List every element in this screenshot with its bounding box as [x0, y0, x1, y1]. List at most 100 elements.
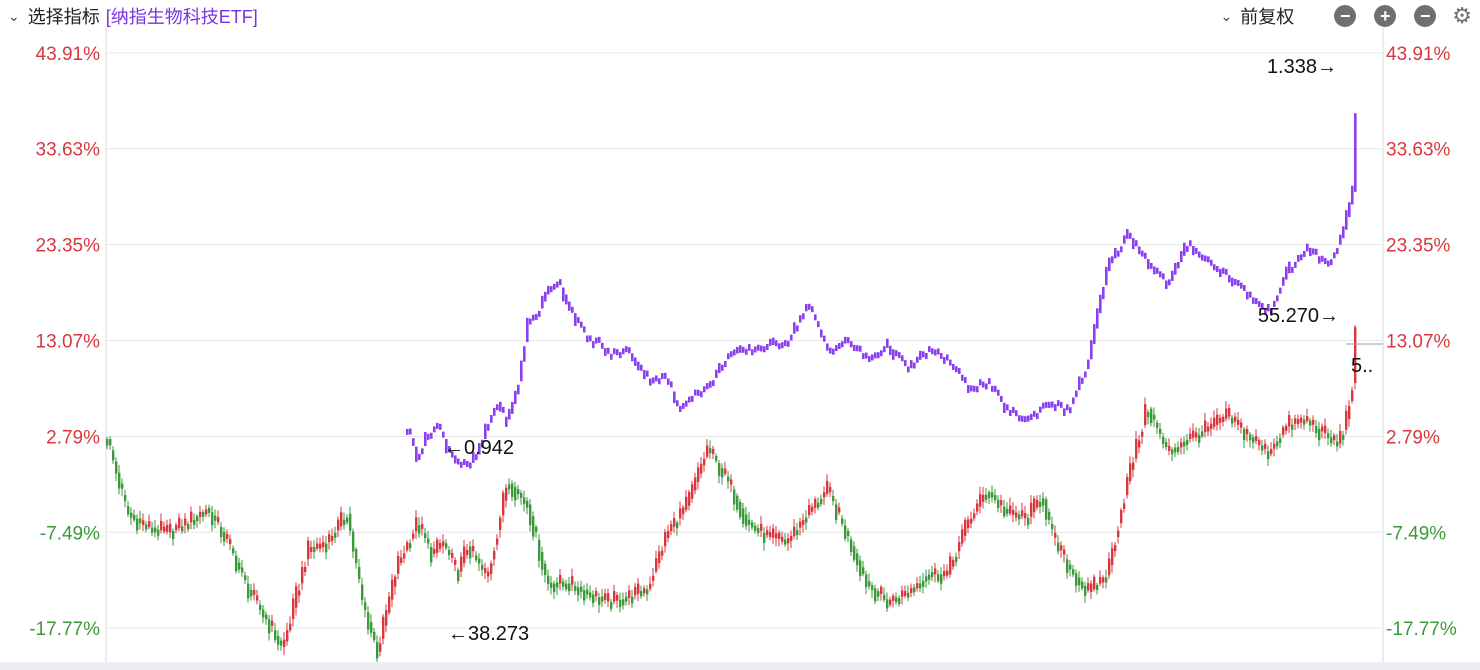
- compare-mark: [1144, 252, 1147, 259]
- compare-mark: [565, 294, 568, 305]
- candle-body: [292, 598, 295, 620]
- compare-mark: [1291, 266, 1294, 273]
- compare-mark: [571, 306, 574, 313]
- compare-mark: [886, 338, 889, 348]
- compare-mark: [811, 306, 814, 313]
- candle-body: [646, 589, 649, 595]
- compare-mark: [871, 354, 874, 361]
- chevron-down-icon[interactable]: ⌄: [1220, 7, 1233, 24]
- compare-mark: [832, 348, 835, 355]
- candle-body: [865, 574, 868, 588]
- compare-mark: [736, 346, 739, 354]
- candle-body: [334, 532, 337, 538]
- candle-body: [232, 548, 235, 554]
- candle-body: [673, 517, 676, 527]
- compare-mark: [466, 461, 469, 468]
- compare-mark: [1333, 252, 1336, 259]
- candle-body: [280, 640, 283, 646]
- compare-mark: [1207, 256, 1210, 263]
- candle-body: [523, 497, 526, 504]
- candle-body: [217, 517, 220, 523]
- compare-mark: [748, 344, 751, 351]
- plus-circle-icon[interactable]: +: [1374, 5, 1397, 27]
- candle-body: [889, 599, 892, 605]
- candle-body: [952, 559, 955, 567]
- candle-body: [961, 529, 964, 544]
- compare-mark: [613, 348, 616, 355]
- y-tick-label-left: 23.35%: [36, 236, 101, 257]
- candle-body: [862, 567, 865, 575]
- candle-body: [838, 507, 841, 513]
- candle-body: [757, 528, 760, 534]
- candle-body: [766, 530, 769, 536]
- candle-body: [943, 571, 946, 577]
- candle-body: [904, 591, 907, 597]
- compare-mark: [934, 349, 937, 356]
- compare-mark: [721, 364, 724, 371]
- compare-mark: [1330, 259, 1333, 266]
- candle-body: [118, 472, 121, 489]
- candle-body: [1321, 426, 1324, 432]
- compare-mark: [514, 390, 517, 405]
- candle-body: [583, 590, 586, 601]
- candle-body: [985, 494, 988, 500]
- compare-mark: [1282, 277, 1285, 286]
- compare-mark: [1270, 308, 1273, 315]
- compare-mark: [649, 378, 652, 386]
- compare-mark: [430, 432, 433, 439]
- candle-body: [169, 523, 172, 533]
- candle-body: [184, 518, 187, 526]
- compare-mark: [751, 349, 754, 356]
- candle-body: [991, 492, 994, 498]
- candle-body: [1021, 510, 1024, 517]
- price-adjust-dropdown[interactable]: 前复权: [1240, 7, 1295, 27]
- compare-mark: [1306, 243, 1309, 252]
- candle-body: [844, 525, 847, 539]
- candle-body: [670, 524, 673, 531]
- compare-indicator-label[interactable]: [纳指生物科技ETF]: [105, 7, 258, 27]
- gear-icon[interactable]: ⚙: [1452, 3, 1472, 28]
- candle-body: [643, 588, 646, 594]
- candle-body: [682, 507, 685, 515]
- candle-body: [763, 532, 766, 543]
- compare-mark: [1033, 410, 1036, 417]
- candle-body: [922, 580, 925, 587]
- minus-circle-icon[interactable]: −: [1334, 5, 1357, 27]
- compare-mark: [730, 351, 733, 358]
- compare-mark: [694, 389, 697, 396]
- candle-body: [1276, 441, 1279, 447]
- candle-body: [1135, 438, 1138, 459]
- candle-body: [268, 619, 271, 634]
- toolbar: ⌄ 选择指标 [纳指生物科技ETF] ⌄ 前复权 − + − ⚙: [0, 0, 1480, 30]
- compare-mark: [1081, 377, 1084, 384]
- candle-body: [1198, 434, 1201, 443]
- compare-mark: [643, 370, 646, 380]
- candle-body: [559, 574, 562, 584]
- compare-mark: [1183, 242, 1186, 256]
- candle-body: [352, 531, 355, 552]
- compare-mark: [496, 404, 499, 411]
- candle-body: [409, 543, 412, 549]
- y-tick-label-right: -7.49%: [1386, 523, 1446, 544]
- candle-body: [1327, 433, 1330, 439]
- candle-body: [856, 553, 859, 566]
- candle-body: [1018, 514, 1021, 520]
- candle-body: [1291, 424, 1294, 430]
- compare-mark: [877, 352, 880, 359]
- candle-body: [484, 568, 487, 574]
- candle-body: [310, 547, 313, 553]
- bottom-scrollbar[interactable]: [0, 662, 1480, 670]
- indicator-selector[interactable]: ⌄ 选择指标 [纳指生物科技ETF]: [8, 3, 258, 29]
- minus-circle-icon[interactable]: −: [1414, 5, 1437, 27]
- candle-body: [412, 533, 415, 539]
- candle-body: [208, 507, 211, 513]
- candle-body: [211, 512, 214, 526]
- candle-body: [235, 555, 238, 572]
- candle-body: [1216, 414, 1219, 425]
- compare-series: [406, 113, 1357, 469]
- compare-mark: [1141, 250, 1144, 257]
- candle-body: [607, 593, 610, 602]
- candle-body: [133, 514, 136, 520]
- compare-mark: [949, 359, 952, 366]
- candle-body: [580, 586, 583, 592]
